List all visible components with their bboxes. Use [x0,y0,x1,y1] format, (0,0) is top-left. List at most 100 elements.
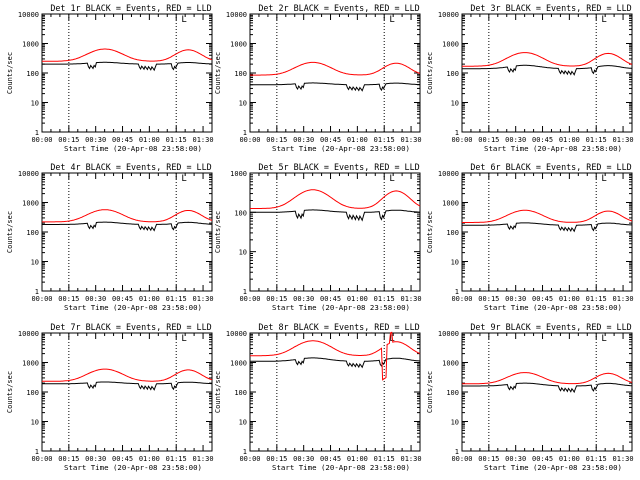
y-tick-label: 1000 [442,200,459,208]
y-tick-label: 100 [26,229,39,237]
flag-label: L [601,15,606,25]
x-tick-label: 01:00 [139,295,160,303]
chart-title: Det 5r BLACK = Events, RED = LLD [258,162,419,172]
chart-title: Det 8r BLACK = Events, RED = LLD [258,322,419,332]
x-tick-label: 00:30 [293,295,314,303]
y-tick-label: 100 [234,209,247,217]
y-tick-label: 1000 [230,41,247,49]
x-tick-label: 01:00 [559,295,580,303]
x-tick-label: 01:00 [559,455,580,463]
y-axis-label: Counts/sec [6,371,14,413]
lld-series-line [462,372,633,385]
x-tick-label: 00:45 [112,136,133,144]
x-tick-label: 00:00 [239,136,260,144]
y-axis-label: Counts/sec [426,52,434,94]
chart-panel-9: Det 9r BLACK = Events, RED = LLD L 1 10 100 1… [426,322,634,472]
x-tick-label: 00:00 [239,455,260,463]
x-tick-label: 00:30 [293,136,314,144]
lld-series-line [42,209,213,223]
plot-frame [461,13,633,133]
x-tick-label: 01:30 [193,295,214,303]
plot-frame [41,332,213,452]
x-tick-label: 01:30 [193,455,214,463]
x-axis-label: Start Time (20-Apr-08 23:58:00) [484,303,622,312]
x-tick-label: 01:15 [166,295,187,303]
x-tick-label: 01:30 [613,455,634,463]
y-tick-label: 1000 [22,200,39,208]
events-series-line [250,209,420,222]
events-series-line [250,82,421,92]
x-tick-label: 01:15 [374,295,395,303]
x-tick-label: 00:45 [320,136,341,144]
chart-title: Det 6r BLACK = Events, RED = LLD [470,162,631,172]
lld-series-line [250,61,421,76]
y-axis-label: Counts/sec [6,52,14,94]
x-axis-label: Start Time (20-Apr-08 23:58:00) [64,303,202,312]
chart-panel-5: Det 5r BLACK = Events, RED = LLD L 1 10 100 1… [214,162,422,312]
x-tick-label: 01:30 [193,136,214,144]
y-tick-label: 10000 [18,330,39,338]
x-tick-label: 01:15 [374,136,395,144]
flag-label: L [181,334,186,344]
chart-title: Det 7r BLACK = Events, RED = LLD [50,322,211,332]
x-axis-label: Start Time (20-Apr-08 23:58:00) [484,463,622,472]
plot-frame [41,13,213,133]
x-tick-label: 00:30 [85,295,106,303]
y-tick-label: 10 [239,419,247,427]
plot-frame [249,13,421,133]
y-tick-label: 10000 [18,11,39,19]
x-axis-label: Start Time (20-Apr-08 23:58:00) [64,144,202,153]
y-tick-label: 1000 [230,170,247,178]
x-tick-label: 00:30 [505,295,526,303]
x-tick-label: 00:00 [31,136,52,144]
x-tick-label: 01:30 [613,136,634,144]
lld-series-line [462,209,633,223]
x-tick-label: 00:00 [451,455,472,463]
x-tick-label: 00:00 [451,295,472,303]
x-tick-label: 01:15 [586,455,607,463]
y-tick-label: 1 [455,288,459,296]
y-tick-label: 10 [451,259,459,267]
chart-title: Det 2r BLACK = Events, RED = LLD [258,3,419,13]
y-tick-label: 1000 [230,360,247,368]
chart-panel-7: Det 7r BLACK = Events, RED = LLD L 1 10 100 1… [6,322,214,472]
y-tick-label: 100 [446,70,459,78]
plot-frame [249,172,421,292]
y-tick-label: 10 [31,419,39,427]
x-tick-label: 01:30 [401,136,422,144]
flag-label: L [181,15,186,25]
y-tick-label: 1 [243,448,247,456]
flag-label: L [601,174,606,184]
flag-label: L [601,334,606,344]
y-tick-label: 10000 [438,11,459,19]
x-tick-label: 00:15 [266,455,287,463]
plot-frame [461,172,633,292]
x-tick-label: 00:45 [532,295,553,303]
chart-title: Det 9r BLACK = Events, RED = LLD [470,322,631,332]
y-tick-label: 1 [243,288,247,296]
x-tick-label: 00:15 [266,136,287,144]
y-tick-label: 1000 [442,41,459,49]
x-tick-label: 01:00 [139,136,160,144]
y-tick-label: 10 [239,100,247,108]
x-tick-label: 00:00 [31,455,52,463]
chart-panel-4: Det 4r BLACK = Events, RED = LLD L 1 10 100 1… [6,162,214,312]
x-tick-label: 01:15 [374,455,395,463]
y-tick-label: 10000 [226,330,247,338]
x-tick-label: 01:00 [347,295,368,303]
x-tick-label: 00:15 [58,455,79,463]
events-series-line [462,64,633,76]
chart-title: Det 3r BLACK = Events, RED = LLD [470,3,631,13]
y-axis-label: Counts/sec [426,211,434,253]
x-tick-label: 01:15 [166,455,187,463]
y-tick-label: 10 [239,249,247,257]
flag-label: L [389,174,394,184]
y-tick-label: 10 [451,100,459,108]
x-tick-label: 01:15 [166,136,187,144]
x-tick-label: 01:15 [586,295,607,303]
x-tick-label: 00:30 [293,455,314,463]
y-tick-label: 100 [26,70,39,78]
y-tick-label: 10 [451,419,459,427]
y-tick-label: 100 [26,389,39,397]
x-tick-label: 00:15 [478,136,499,144]
